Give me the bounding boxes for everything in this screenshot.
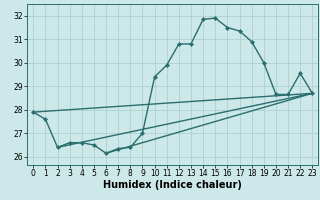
X-axis label: Humidex (Indice chaleur): Humidex (Indice chaleur) xyxy=(103,180,242,190)
